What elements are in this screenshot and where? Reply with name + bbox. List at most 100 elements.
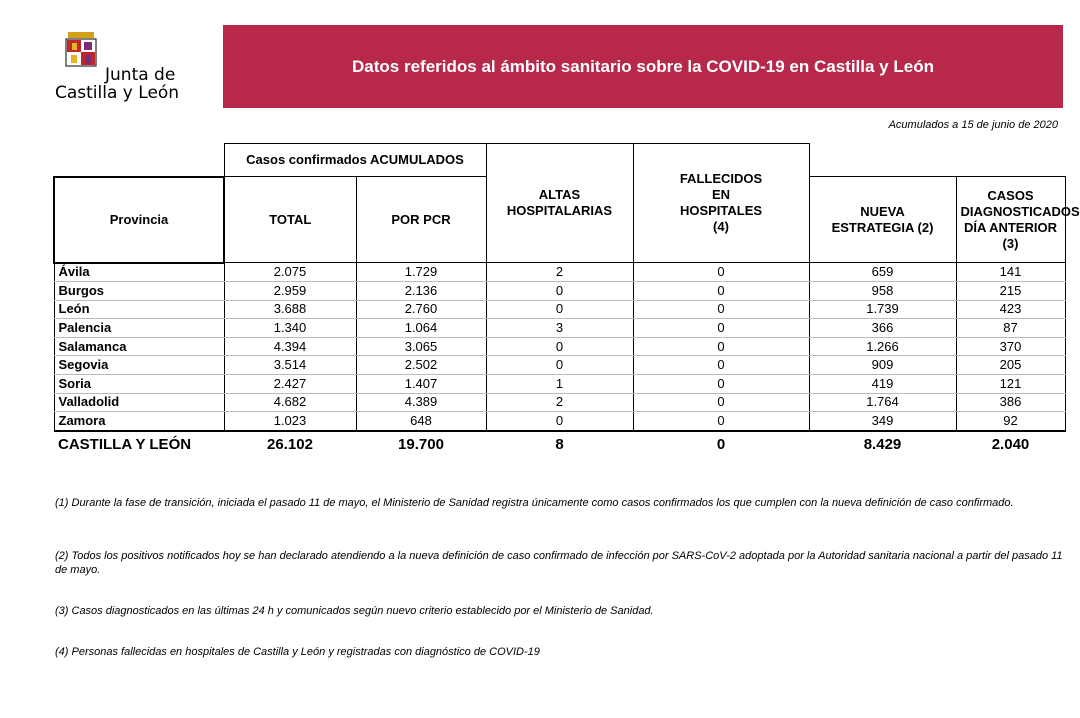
data-row: Valladolid 4.682 4.389 2 0 1.764 386 [53,393,1066,413]
cell: 0 [485,337,634,357]
cell: 3 [485,318,634,338]
header-line: EN [711,187,731,202]
cell: 659 [808,262,957,283]
header-line: HOSPITALARIAS [506,203,613,218]
cell: 2 [485,393,634,413]
cell: 4.682 [223,393,357,413]
total-cell: 26.102 [267,435,313,453]
cell: 121 [955,374,1066,394]
header-line: DIAGNOSTICADOS [960,203,1080,219]
column-header: ALTAS HOSPITALARIAS [485,143,634,263]
cell: 3.688 [223,300,357,320]
column-header: Provincia [53,175,225,264]
header-line: CASOS [987,187,1034,203]
header-banner: Datos referidos al ámbito sanitario sobr… [223,25,1063,108]
header-line: ESTRATEGIA (2) [831,219,934,235]
cell: 1.739 [808,300,957,320]
total-cell: 19.700 [398,435,444,453]
cell: 349 [808,411,957,432]
cell: 3.065 [355,337,487,357]
cell: 1.266 [808,337,957,357]
logo-line: Castilla y León [55,83,180,103]
data-row: Burgos 2.959 2.136 0 0 958 215 [53,281,1066,301]
cell: 366 [808,318,957,338]
cell: 4.389 [355,393,487,413]
cell: 1.064 [355,318,487,338]
column-header: FALLECIDOS EN HOSPITALES (4) [632,143,810,263]
cell: 2.959 [223,281,357,301]
cell: 419 [808,374,957,394]
cell: 1.729 [355,262,487,283]
province: Zamora [53,411,225,432]
province: Valladolid [53,393,225,413]
header-line: (4) [713,219,729,234]
data-row: Ávila 2.075 1.729 2 0 659 141 [53,262,1066,283]
cell: 92 [955,411,1066,432]
cell: 0 [632,281,810,301]
header-line: TOTAL [269,211,312,227]
data-row: Salamanca 4.394 3.065 0 0 1.266 370 [53,337,1066,357]
cell: 0 [485,281,634,301]
total-cell: 8 [555,435,564,453]
cell: 2 [485,262,634,283]
cell: 2.075 [223,262,357,283]
total-cell: 8.429 [863,435,902,453]
cell: 0 [485,300,634,320]
column-header: POR PCR [355,176,487,263]
total-cell: 0 [716,435,726,453]
logo-line: Junta de [105,65,176,85]
total-row: CASTILLA Y LEÓN 26.102 19.700 8 0 8.429 2.040 [54,431,1065,458]
header-line: DÍA ANTERIOR (3) [964,219,1057,251]
province: Salamanca [53,337,225,357]
column-header: TOTAL [223,176,357,263]
cell: 2.502 [355,355,487,376]
cell: 0 [485,355,634,376]
cell: 1.023 [223,411,357,432]
province: Ávila [53,262,225,283]
province: Soria [53,374,225,394]
header-row: Provincia TOTAL POR PCR NUEVA ESTRATEGIA (2)… [53,175,1080,264]
cell: 0 [632,411,810,432]
province: Palencia [53,318,225,338]
cell: 386 [955,393,1066,413]
header-line: HOSPITALES [679,203,763,218]
date: Acumulados a 15 de junio de 2020 [888,119,1058,131]
province: Segovia [53,355,225,376]
cell: 1.340 [223,318,357,338]
cell: 0 [485,411,634,432]
header-line: Provincia [109,211,169,227]
cell: 2.760 [355,300,487,320]
footnote: (2) Todos los positivos notificados hoy … [55,550,1063,576]
cell: 423 [955,300,1066,320]
data-row: Palencia 1.340 1.064 3 0 366 87 [53,318,1066,338]
cell: 4.394 [223,337,357,357]
cell: 1.764 [808,393,957,413]
cell: 0 [632,318,810,338]
column-header: CASOS DIAGNOSTICADOS DÍA ANTERIOR (3) [955,176,1080,263]
footnote: (3) Casos diagnosticados en las últimas … [55,605,654,617]
logo-text: Junta de Castilla y León [55,66,179,102]
cell: 0 [632,337,810,357]
cell: 0 [632,262,810,283]
header-line: ALTAS [538,187,581,202]
footnote: (1) Durante la fase de transición, inici… [55,497,1014,509]
cell: 205 [955,355,1066,376]
total-label: CASTILLA Y LEÓN [58,435,192,453]
cell: 87 [955,318,1066,338]
province: Burgos [53,281,225,301]
cell: 0 [632,374,810,394]
cell: 0 [632,393,810,413]
cell: 1 [485,374,634,394]
footnote: (4) Personas fallecidas en hospitales de… [55,646,540,658]
cell: 215 [955,281,1066,301]
cell: 141 [955,262,1066,283]
header-line: POR PCR [391,211,451,227]
cell: 3.514 [223,355,357,376]
data-row: Zamora 1.023 648 0 0 349 92 [53,411,1066,432]
cell: 2.136 [355,281,487,301]
logo-shield [65,32,97,67]
header-line: FALLECIDOS [679,171,763,186]
header-title: Datos referidos al ámbito sanitario sobr… [352,56,934,76]
group-row: Casos confirmados ACUMULADOS ALTAS HOSPITA… [54,143,1065,263]
